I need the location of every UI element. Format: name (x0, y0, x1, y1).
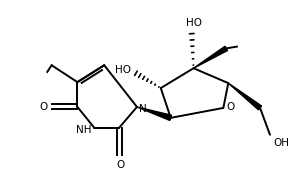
Text: O: O (116, 160, 124, 170)
Text: OH: OH (273, 138, 289, 148)
Text: HO: HO (185, 17, 201, 27)
Polygon shape (228, 83, 262, 110)
Text: O: O (39, 102, 48, 112)
Polygon shape (137, 107, 172, 121)
Text: NH: NH (76, 125, 91, 135)
Polygon shape (194, 46, 227, 68)
Text: N: N (139, 104, 147, 114)
Text: HO: HO (115, 65, 131, 75)
Text: O: O (226, 102, 234, 112)
